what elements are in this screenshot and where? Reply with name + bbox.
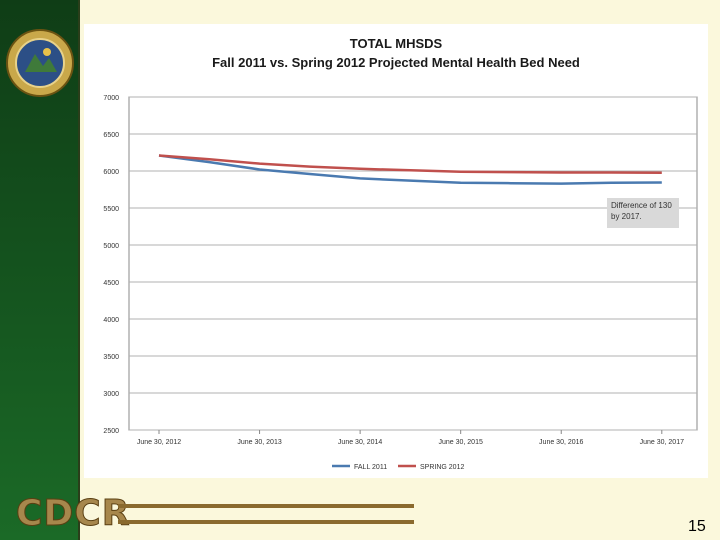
chart-subtitle: Fall 2011 vs. Spring 2012 Projected Ment… [212, 55, 580, 70]
y-tick-label: 4500 [103, 280, 119, 287]
difference-annotation: Difference of 130 by 2017. [607, 198, 679, 228]
y-tick-label: 7000 [103, 95, 119, 102]
plot-area [128, 96, 698, 431]
y-tick-label: 3000 [103, 391, 119, 398]
sidebar-band [0, 0, 80, 540]
cdcr-seal-icon [6, 29, 74, 97]
y-tick-label: 3500 [103, 354, 119, 361]
x-tick-label: June 30, 2016 [539, 439, 583, 446]
y-tick-label: 5500 [103, 206, 119, 213]
x-tick-label: June 30, 2014 [338, 439, 382, 446]
legend-label: FALL 2011 [354, 464, 387, 471]
footer-bar-top [118, 504, 414, 508]
legend-label: SPRING 2012 [420, 464, 464, 471]
chart-panel [84, 24, 708, 478]
x-tick-label: June 30, 2012 [137, 439, 181, 446]
page-number: 15 [688, 518, 706, 535]
y-tick-label: 2500 [103, 428, 119, 435]
line-chart: 2500 3000 3500 4000 4500 5000 5500 6000 6500 7000… [103, 95, 698, 471]
chart-title: TOTAL MHSDS [349, 36, 443, 51]
x-tick-label: June 30, 2017 [640, 439, 684, 446]
series-line-spring-2012 [158, 154, 662, 175]
x-tick-label: June 30, 2013 [237, 439, 281, 446]
series-line-fall-2011 [158, 154, 662, 185]
y-tick-label: 6500 [103, 132, 119, 139]
cdcr-logo: CDCR [15, 493, 131, 534]
y-tick-label: 6000 [103, 169, 119, 176]
footer-bar-bottom [118, 520, 414, 524]
x-tick-label: June 30, 2015 [438, 439, 482, 446]
y-tick-label: 5000 [103, 243, 119, 250]
y-tick-label: 4000 [103, 317, 119, 324]
